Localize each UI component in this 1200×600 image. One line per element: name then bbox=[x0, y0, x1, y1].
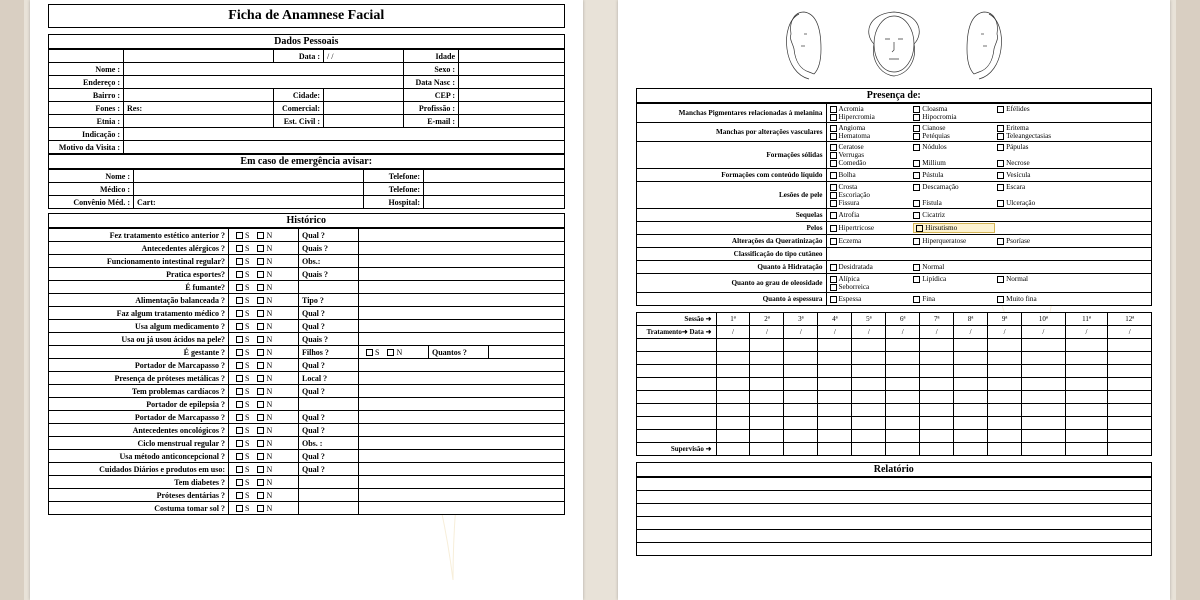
hist-row[interactable]: Antecedentes oncológicos ?S NQual ? bbox=[49, 424, 565, 437]
hist-row[interactable]: Fez tratamento estético anterior ?S NQua… bbox=[49, 229, 565, 242]
section-relatorio-head: Relatório bbox=[636, 462, 1153, 477]
hist-row[interactable]: Ciclo menstrual regular ?S NObs. : bbox=[49, 437, 565, 450]
emerg-table: Nome : Telefone: Médico : Telefone: Conv… bbox=[48, 169, 565, 209]
sess-row[interactable] bbox=[636, 365, 1152, 378]
hist-row[interactable]: Próteses dentárias ?S N bbox=[49, 489, 565, 502]
sess-row[interactable] bbox=[636, 391, 1152, 404]
hist-row[interactable]: Tem problemas cardíacos ?S NQual ? bbox=[49, 385, 565, 398]
sess-row[interactable]: Tratamento➜ Data ➜//////////// bbox=[636, 326, 1152, 339]
sess-row[interactable]: Supervisão ➜ bbox=[636, 443, 1152, 456]
hist-row[interactable]: Usa algum medicamento ?S NQual ? bbox=[49, 320, 565, 333]
presenca-row[interactable]: PelosHipertricose Hirsutismo bbox=[636, 222, 1152, 235]
presenca-row[interactable]: Lesões de peleCrosta Descamação Escara E… bbox=[636, 182, 1152, 209]
presenca-row[interactable]: Formações com conteúdo líquidoBolha Púst… bbox=[636, 169, 1152, 182]
sessao-table: Sessão ➜1ª2ª3ª4ª5ª6ª7ª8ª9ª10ª11ª12ªTrata… bbox=[636, 312, 1153, 456]
face-diagrams bbox=[636, 4, 1153, 82]
presenca-row[interactable]: Quanto ao grau de oleosidadeAlípica Lipí… bbox=[636, 274, 1152, 293]
hist-row[interactable]: Tem diabetes ?S N bbox=[49, 476, 565, 489]
presenca-table: Manchas Pigmentares relacionadas à melan… bbox=[636, 103, 1153, 306]
page-1: Ficha de Anamnese Facial Dados Pessoais … bbox=[30, 0, 583, 600]
section-dados-head: Dados Pessoais bbox=[48, 34, 565, 49]
hist-row[interactable]: Portador de Marcapasso ?S NQual ? bbox=[49, 359, 565, 372]
page-2: Presença de: Manchas Pigmentares relacio… bbox=[618, 0, 1171, 600]
presenca-row[interactable]: Formações sólidasCeratose Nódulos Pápula… bbox=[636, 142, 1152, 169]
dados-table: Data : / / Idade Nome : Sexo : Endereço … bbox=[48, 49, 565, 154]
presenca-row[interactable]: Classificação do tipo cutâneo bbox=[636, 248, 1152, 261]
hist-row[interactable]: Funcionamento intestinal regular?S NObs.… bbox=[49, 255, 565, 268]
presenca-row[interactable]: Manchas por alterações vascularesAngioma… bbox=[636, 123, 1152, 142]
form-title: Ficha de Anamnese Facial bbox=[48, 4, 565, 28]
hist-row[interactable]: Alimentação balanceada ?S NTipo ? bbox=[49, 294, 565, 307]
presenca-row[interactable]: Alterações da QueratinizaçãoEczema Hiper… bbox=[636, 235, 1152, 248]
hist-row[interactable]: Cuidados Diários e produtos em uso:S NQu… bbox=[49, 463, 565, 476]
hist-row[interactable]: Portador de Marcapasso ?S NQual ? bbox=[49, 411, 565, 424]
sess-row[interactable] bbox=[636, 430, 1152, 443]
sess-row[interactable]: Sessão ➜1ª2ª3ª4ª5ª6ª7ª8ª9ª10ª11ª12ª bbox=[636, 313, 1152, 326]
sess-row[interactable] bbox=[636, 352, 1152, 365]
section-hist-head: Histórico bbox=[48, 213, 565, 228]
hist-row[interactable]: Usa ou já usou ácidos na pele?S NQuais ? bbox=[49, 333, 565, 346]
face-front bbox=[859, 4, 929, 82]
sess-row[interactable] bbox=[636, 417, 1152, 430]
section-emerg-head: Em caso de emergência avisar: bbox=[48, 154, 565, 169]
sess-row[interactable] bbox=[636, 404, 1152, 417]
hist-row[interactable]: Faz algum tratamento médico ?S NQual ? bbox=[49, 307, 565, 320]
face-profile-right bbox=[939, 4, 1009, 82]
hist-row[interactable]: Pratica esportes?S NQuais ? bbox=[49, 268, 565, 281]
historico-table: Fez tratamento estético anterior ?S NQua… bbox=[48, 228, 565, 515]
hist-row[interactable]: É fumante?S N bbox=[49, 281, 565, 294]
presenca-row[interactable]: Quanto à HidrataçãoDesidratada Normal bbox=[636, 261, 1152, 274]
presenca-row[interactable]: Quanto à espessuraEspessa Fina Muito fin… bbox=[636, 293, 1152, 306]
hist-row[interactable]: Usa método anticoncepcional ?S NQual ? bbox=[49, 450, 565, 463]
hist-row[interactable]: Portador de epilepsia ?S N bbox=[49, 398, 565, 411]
hist-row[interactable]: Antecedentes alérgicos ?S NQuais ? bbox=[49, 242, 565, 255]
sess-row[interactable] bbox=[636, 378, 1152, 391]
hist-row[interactable]: Costuma tomar sol ?S N bbox=[49, 502, 565, 515]
hist-row[interactable]: É gestante ?S NFilhos ?S NQuantos ? bbox=[49, 346, 565, 359]
sess-row[interactable] bbox=[636, 339, 1152, 352]
section-presenca-head: Presença de: bbox=[636, 88, 1153, 103]
presenca-row[interactable]: SequelasAtrofia Cicatriz bbox=[636, 209, 1152, 222]
relatorio-table bbox=[636, 477, 1153, 556]
face-profile-left bbox=[779, 4, 849, 82]
presenca-row[interactable]: Manchas Pigmentares relacionadas à melan… bbox=[636, 104, 1152, 123]
hist-row[interactable]: Presença de próteses metálicas ?S NLocal… bbox=[49, 372, 565, 385]
